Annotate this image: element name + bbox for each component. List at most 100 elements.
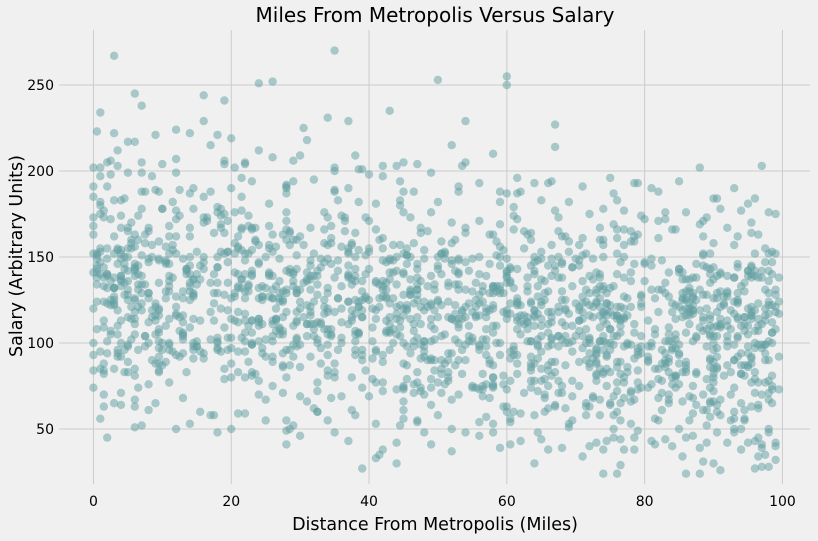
data-point xyxy=(171,292,181,301)
data-point xyxy=(413,259,422,269)
data-point xyxy=(606,173,615,183)
data-point xyxy=(433,197,443,207)
data-point xyxy=(513,325,522,334)
data-point xyxy=(409,299,418,308)
data-point xyxy=(213,338,222,348)
data-point xyxy=(151,399,160,408)
data-point xyxy=(344,116,353,126)
data-point xyxy=(385,345,394,355)
data-point xyxy=(330,359,339,368)
data-point xyxy=(337,392,346,401)
data-point xyxy=(178,287,188,296)
data-point xyxy=(681,357,691,367)
data-point xyxy=(506,417,515,427)
data-point xyxy=(726,390,735,399)
data-point xyxy=(96,347,105,356)
data-point xyxy=(526,383,536,392)
data-point xyxy=(213,428,222,437)
data-point xyxy=(261,395,270,404)
data-point xyxy=(278,362,288,372)
data-point xyxy=(261,252,270,262)
data-point xyxy=(247,328,257,337)
data-point xyxy=(178,294,188,303)
data-point xyxy=(774,385,784,394)
data-point xyxy=(464,266,474,275)
data-point xyxy=(709,459,718,468)
data-point xyxy=(630,354,639,363)
data-point xyxy=(120,345,129,355)
data-point xyxy=(123,168,133,177)
data-point xyxy=(730,340,739,349)
data-point xyxy=(313,290,322,299)
data-point xyxy=(433,411,443,420)
data-point xyxy=(185,232,195,241)
data-point xyxy=(588,313,598,322)
data-point xyxy=(144,258,153,267)
data-point xyxy=(123,223,133,232)
data-point xyxy=(506,440,515,449)
data-point xyxy=(478,287,487,296)
data-point xyxy=(668,380,677,389)
data-point xyxy=(261,352,270,361)
data-point xyxy=(251,235,260,244)
data-point xyxy=(561,331,570,341)
data-point xyxy=(323,340,332,349)
data-point xyxy=(702,421,711,430)
data-point xyxy=(192,342,201,351)
data-point xyxy=(754,230,763,239)
data-point xyxy=(130,364,139,373)
data-point xyxy=(268,337,277,346)
data-point xyxy=(537,196,546,205)
data-point xyxy=(499,245,508,255)
data-point xyxy=(619,304,629,313)
data-point xyxy=(688,301,698,310)
data-point xyxy=(595,337,605,346)
data-point xyxy=(175,185,184,195)
data-point xyxy=(330,163,339,172)
data-point xyxy=(568,282,577,291)
data-point xyxy=(161,294,170,303)
data-point xyxy=(447,218,456,227)
data-point xyxy=(557,273,567,282)
data-point xyxy=(547,340,556,349)
data-point xyxy=(389,338,398,348)
data-point xyxy=(103,433,112,442)
data-point xyxy=(547,307,556,317)
data-point xyxy=(692,369,701,379)
data-point xyxy=(254,146,263,155)
data-point xyxy=(709,397,718,406)
data-point xyxy=(399,405,408,415)
data-point xyxy=(92,297,102,306)
data-point xyxy=(743,199,753,208)
data-point xyxy=(109,196,119,205)
data-point xyxy=(206,307,215,317)
data-point xyxy=(626,419,636,428)
data-point xyxy=(761,378,770,387)
data-point xyxy=(495,187,505,196)
data-point xyxy=(409,319,418,329)
data-point xyxy=(426,374,436,384)
data-point xyxy=(433,261,443,270)
data-point xyxy=(537,331,546,341)
data-point xyxy=(630,178,639,188)
data-point xyxy=(681,469,691,478)
data-point xyxy=(488,301,498,310)
data-point xyxy=(654,187,663,196)
data-point xyxy=(409,342,418,351)
data-point xyxy=(254,79,263,88)
data-point xyxy=(747,228,756,238)
data-point xyxy=(502,189,511,198)
data-point xyxy=(702,304,711,313)
data-point xyxy=(199,116,208,126)
data-point xyxy=(109,232,119,241)
data-point xyxy=(451,309,460,318)
data-point xyxy=(196,407,205,416)
data-point xyxy=(137,168,146,177)
data-point xyxy=(609,433,618,442)
data-point xyxy=(475,270,484,279)
data-point xyxy=(592,371,601,380)
data-point xyxy=(702,438,711,447)
data-point xyxy=(368,337,377,346)
data-point xyxy=(609,411,618,420)
data-point xyxy=(165,378,174,387)
